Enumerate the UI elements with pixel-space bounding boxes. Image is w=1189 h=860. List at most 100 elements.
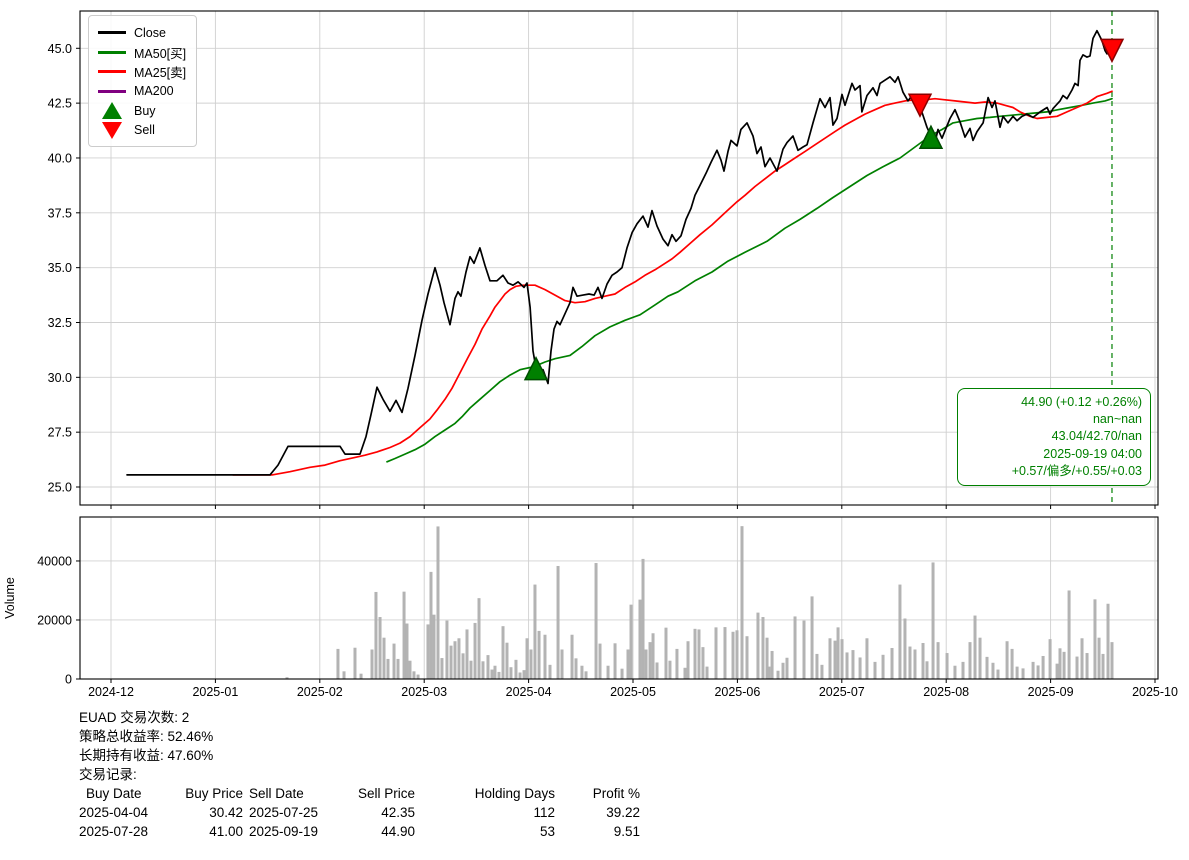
- col-header-holding-days: Holding Days: [474, 786, 555, 801]
- volume-bar: [655, 662, 659, 679]
- volume-bar: [1031, 661, 1035, 679]
- price-panel-frame: [79, 10, 1159, 506]
- legend-label: MA25[卖]: [134, 66, 187, 81]
- volume-bar: [697, 629, 701, 679]
- annotation-range-line: nan~nan: [1092, 412, 1142, 427]
- legend-item-sell: Sell: [97, 121, 186, 141]
- volume-bar: [815, 653, 819, 679]
- buy-triangle-icon: [97, 102, 127, 120]
- trade-row-cell: 53: [539, 824, 555, 839]
- volume-bar: [1015, 666, 1019, 679]
- volume-bar: [501, 626, 505, 679]
- volume-bar: [881, 654, 885, 679]
- volume-bar: [606, 665, 610, 679]
- volume-bar: [374, 591, 378, 679]
- volume-bar: [1067, 590, 1071, 679]
- volume-bar: [432, 614, 436, 679]
- trade-row-cell: 9.51: [613, 824, 640, 839]
- volume-bar: [386, 658, 390, 679]
- volume-bar: [436, 526, 440, 679]
- volume-bar: [745, 636, 749, 679]
- volume-bar: [767, 666, 771, 679]
- volume-bar: [858, 657, 862, 679]
- x-tick-label: 2025-07: [819, 685, 865, 699]
- annotation-ma-line: 43.04/42.70/nan: [1051, 429, 1142, 444]
- volume-bar: [429, 571, 433, 679]
- hold-return-line: 长期持有收益: 47.60%: [79, 748, 214, 763]
- volume-bar: [457, 638, 461, 679]
- price-tick-label: 40.0: [48, 151, 72, 165]
- trade-row-cell: 2025-09-19: [249, 824, 319, 839]
- volume-bar: [469, 660, 473, 679]
- volume-bar: [985, 656, 989, 679]
- x-tick-label: 2025-08: [923, 685, 969, 699]
- volume-bar: [973, 615, 977, 679]
- volume-bar: [1041, 655, 1045, 679]
- last-quote-annotation: 44.90 (+0.12 +0.26%) nan~nan 43.04/42.70…: [957, 388, 1151, 487]
- volume-bar: [693, 628, 697, 679]
- volume-axis-label: Volume: [3, 577, 17, 619]
- volume-bar: [1058, 648, 1062, 679]
- legend-label: MA50[买]: [134, 46, 187, 61]
- legend-item-close: Close: [97, 23, 186, 43]
- volume-bar: [525, 638, 529, 679]
- volume-bar: [490, 669, 494, 679]
- volume-bar: [626, 649, 630, 679]
- volume-bar: [359, 673, 363, 679]
- trade-row-cell: 39.22: [606, 805, 640, 820]
- trade-count-line: EUAD 交易次数: 2: [79, 710, 190, 725]
- volume-bar: [714, 627, 718, 679]
- annotation-signal-line: +0.57/偏多/+0.55/+0.03: [1011, 463, 1142, 478]
- ma200-line-swatch: [97, 89, 127, 93]
- x-tick-label: 2025-01: [192, 685, 238, 699]
- volume-bar: [449, 645, 453, 679]
- volume-bar: [584, 671, 588, 679]
- volume-bar: [1055, 663, 1059, 679]
- price-tick-label: 37.5: [48, 206, 72, 220]
- volume-bar: [890, 648, 894, 679]
- annotation-price-line: 44.90 (+0.12 +0.26%): [1021, 395, 1142, 409]
- volume-bar: [675, 648, 679, 679]
- volume-bar: [1106, 603, 1110, 679]
- volume-bar: [731, 631, 735, 679]
- col-header-sell-price: Sell Price: [357, 786, 415, 801]
- volume-bar: [598, 643, 602, 679]
- volume-bar: [505, 642, 509, 679]
- price-volume-chart: 2024-12 2025-01 2025-02 2025-03 2025-04 2025-…: [3, 10, 1178, 699]
- x-tick-label: 2025-04: [506, 685, 552, 699]
- volume-bar: [648, 642, 652, 679]
- legend-item-buy: Buy: [97, 101, 186, 121]
- volume-bar: [408, 660, 412, 679]
- price-tick-label: 42.5: [48, 97, 72, 111]
- volume-bar: [968, 642, 972, 679]
- strategy-return-line: 策略总收益率: 52.46%: [79, 729, 214, 744]
- volume-bar: [548, 664, 552, 679]
- volume-bar: [453, 641, 457, 679]
- volume-panel-frame: [79, 516, 1159, 680]
- volume-bar: [765, 637, 769, 679]
- volume-bar: [336, 648, 340, 679]
- volume-bar: [770, 650, 774, 679]
- volume-bar: [1010, 648, 1014, 679]
- volume-tick-label: 0: [65, 673, 72, 687]
- volume-bar: [461, 653, 465, 679]
- trade-record-table: Buy Date Buy Price Sell Date Sell Price …: [79, 784, 640, 841]
- legend-item-ma25: MA25[卖]: [97, 62, 186, 82]
- volume-bar: [873, 661, 877, 679]
- volume-bar: [961, 661, 965, 679]
- strategy-summary: EUAD 交易次数: 2 策略总收益率: 52.46% 长期持有收益: 47.6…: [79, 708, 640, 841]
- volume-bar: [353, 647, 357, 679]
- volume-bar: [518, 672, 522, 679]
- volume-bar: [925, 661, 929, 679]
- x-tick-label: 2025-09: [1028, 685, 1074, 699]
- legend-label: Close: [134, 25, 166, 40]
- col-header-buy-date: Buy Date: [86, 786, 142, 801]
- volume-bar: [412, 671, 416, 679]
- price-tick-label: 32.5: [48, 316, 72, 330]
- volume-bar: [426, 624, 430, 679]
- volume-bar: [533, 584, 537, 679]
- volume-bar: [761, 617, 765, 679]
- volume-bar: [416, 674, 420, 679]
- trade-row-cell: 2025-07-28: [79, 824, 149, 839]
- volume-bar: [1097, 637, 1101, 679]
